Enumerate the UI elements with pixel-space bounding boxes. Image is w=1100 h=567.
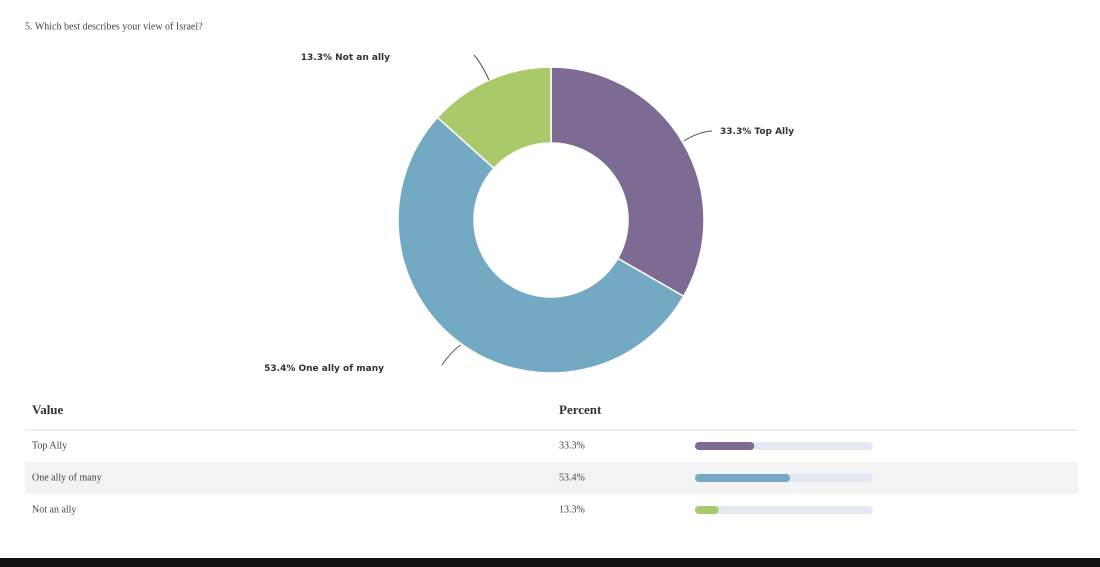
slice-category-label: Top Ally <box>754 127 794 137</box>
leader-line <box>683 130 713 142</box>
slice-category-label: Not an ally <box>335 53 390 63</box>
donut-slice <box>436 66 552 170</box>
row-stripe <box>25 462 1078 494</box>
slice-value-label: 53.4% <box>264 364 295 374</box>
row-value: Not an ally <box>32 504 76 515</box>
donut-slice <box>550 66 705 298</box>
donut-slice <box>397 116 685 374</box>
table-header: Percent <box>559 402 602 417</box>
progress-track <box>695 506 873 514</box>
slice-category-label: One ally of many <box>299 364 385 374</box>
leader-line <box>441 344 462 366</box>
slice-label: 53.4% One ally of many <box>264 364 384 374</box>
slice-value-label: 33.3% <box>720 127 751 137</box>
chart-title: 5. Which best describes your view of Isr… <box>25 21 203 32</box>
slice-label: 33.3% Top Ally <box>720 127 794 137</box>
row-value: Top Ally <box>32 440 67 451</box>
row-percent: 13.3% <box>559 504 585 515</box>
row-value: One ally of many <box>32 472 102 483</box>
table-header: Value <box>32 402 64 417</box>
progress-bar <box>695 442 755 450</box>
bottom-border <box>0 558 1100 567</box>
progress-bar <box>695 474 791 482</box>
row-percent: 33.3% <box>559 440 585 451</box>
leader-line <box>473 54 490 81</box>
slice-value-label: 13.3% <box>301 53 332 63</box>
slice-label: 13.3% Not an ally <box>301 53 390 63</box>
progress-bar <box>695 506 719 514</box>
row-percent: 53.4% <box>559 472 585 483</box>
